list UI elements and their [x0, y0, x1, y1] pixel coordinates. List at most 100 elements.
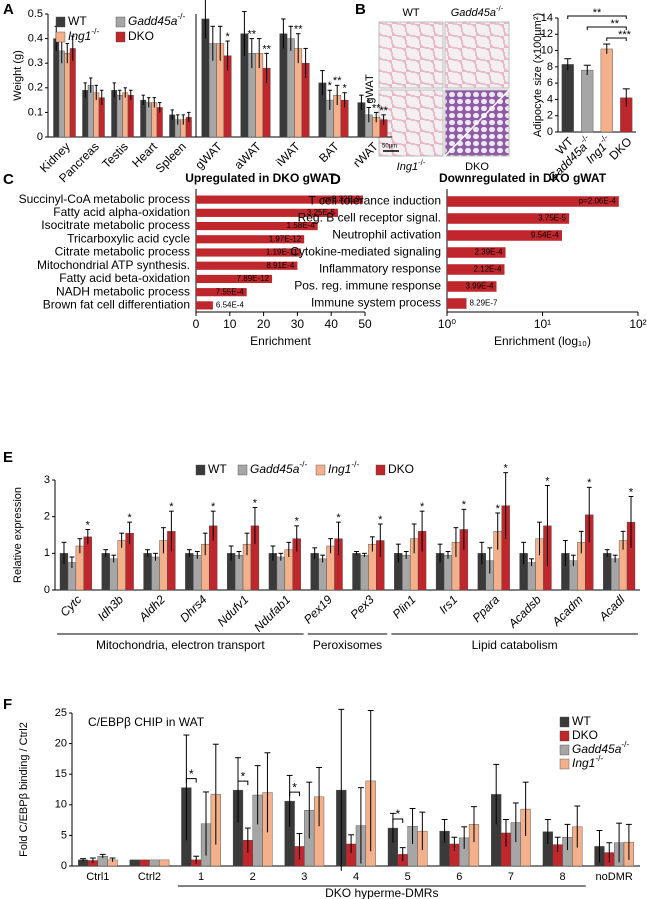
x-tick-label: 4 [353, 871, 359, 883]
y-tick-label: 0 [547, 126, 553, 138]
bar [196, 195, 363, 204]
x-tick-label: 10 [223, 317, 237, 331]
group-label: Peroxisomes [313, 638, 382, 652]
y-tick-label: 5 [61, 829, 67, 841]
y-tick-label: 8 [547, 61, 553, 73]
x-axis-label: Enrichment (log₁₀) [494, 334, 591, 348]
y-tick-label: 20 [55, 738, 67, 750]
significance: ** [610, 18, 619, 30]
bar [116, 94, 123, 138]
x-tick-label: Testis [99, 139, 131, 171]
histology-image [378, 21, 444, 89]
group-label: Mitochondria, electron transport [96, 638, 265, 652]
x-tick-label: 50 [358, 317, 372, 331]
significance: *** [618, 29, 632, 41]
p-value-label: 9.54E-4 [531, 231, 560, 240]
legend-swatch [375, 464, 386, 476]
category-label: Immune system process [311, 296, 441, 310]
significance: ** [379, 105, 388, 117]
x-tick-label: BAT [316, 139, 342, 165]
significance: * [241, 769, 246, 783]
x-tick-label: 5 [405, 871, 411, 883]
category-label: Succinyl-CoA metabolic process [19, 192, 190, 206]
legend-label: DKO [128, 29, 154, 43]
bar [527, 562, 536, 591]
histology-image [378, 89, 444, 157]
comparison-bracket [185, 778, 197, 783]
bar [139, 859, 150, 867]
category-label: Cytokine-mediated signaling [290, 245, 441, 259]
category-label: Pos. reg. immune response [294, 279, 441, 293]
legend-label: DKO [388, 462, 414, 476]
legend-label: WT [208, 462, 227, 476]
x-tick-label: 40 [325, 317, 339, 331]
bar [149, 859, 160, 867]
x-tick-label: 1 [198, 871, 204, 883]
x-tick-label: Ctrl2 [138, 871, 161, 883]
bar [185, 553, 194, 591]
y-tick-label: 0 [44, 584, 50, 596]
chart-title: C/EBPβ CHIP in WAT [88, 715, 205, 729]
significance: * [86, 519, 91, 531]
bar [127, 94, 134, 138]
panel-label: C [3, 171, 14, 188]
bar [193, 554, 202, 591]
bar [447, 213, 570, 224]
histology-panel: 50µm WT Gadd45a-/- Ing1-/- DKO gWAT [364, 4, 510, 173]
x-tick-label: Dhrs4 [177, 592, 210, 625]
panel-label: D [330, 171, 341, 188]
bar [122, 92, 129, 138]
group-label: DKO hyperme-DMRs [325, 886, 438, 899]
x-tick-label: 2 [250, 871, 256, 883]
comparison-bracket [606, 37, 627, 41]
comparison-bracket [289, 791, 300, 797]
y-axis-label: Adipocyte size (x100µm²) [532, 13, 544, 137]
legend-swatch [115, 31, 126, 43]
row-label: gWAT [364, 74, 376, 104]
comparison-bracket [567, 15, 627, 19]
category-label: Isocitrate metabolic process [41, 218, 190, 232]
significance: * [342, 83, 347, 95]
x-tick-label: gWAT [192, 139, 225, 172]
bar [352, 553, 361, 591]
y-tick-label: 2 [547, 110, 553, 122]
p-value-label: 2.39E-4 [474, 248, 503, 257]
bar [129, 859, 140, 867]
x-tick-label: Pex19 [301, 592, 335, 626]
category-label: Fatty acid alpha-oxidation [53, 205, 190, 219]
legend-label: Gadd45a-/- [250, 459, 308, 476]
y-tick-label: 0 [61, 860, 67, 872]
x-tick-label: 30 [291, 317, 305, 331]
column-label: Ing1-/- [397, 158, 426, 173]
y-axis-label: Relative expression [12, 487, 24, 583]
x-tick-label: DKO [606, 134, 634, 162]
category-label: T cell tolerance induction [308, 194, 441, 208]
bar [69, 48, 76, 138]
significance: * [496, 503, 501, 515]
p-value-label: 3.99E-4 [465, 282, 494, 291]
significance: * [462, 499, 467, 511]
y-tick-label: 15 [55, 768, 67, 780]
y-tick-label: 12 [541, 28, 553, 40]
p-value-label: 3.75E-5 [538, 214, 567, 223]
legend-label: Gadd45a-/- [128, 11, 186, 28]
bar [196, 221, 318, 231]
p-value-label: p=3.32E-9 [323, 195, 361, 204]
y-tick-label: 10 [55, 799, 67, 811]
legend-label: Ing1-/- [328, 459, 359, 476]
significance: * [253, 497, 258, 509]
legend-swatch [559, 730, 570, 742]
bar [196, 208, 338, 217]
bar [53, 38, 60, 138]
category-label: Inflammatory response [319, 262, 441, 276]
x-tick-label: Irs1 [436, 592, 460, 616]
x-tick-label: Ctrl1 [86, 871, 109, 883]
x-tick-label: 0 [193, 317, 200, 331]
comparison-bracket [586, 26, 627, 30]
x-axis-label: Enrichment [250, 334, 311, 348]
legend-label: Ing1-/- [68, 26, 99, 43]
bar [561, 64, 574, 133]
x-tick-label: 10¹ [534, 317, 551, 331]
bar [140, 99, 147, 138]
column-label: Gadd45a-/- [451, 4, 504, 19]
